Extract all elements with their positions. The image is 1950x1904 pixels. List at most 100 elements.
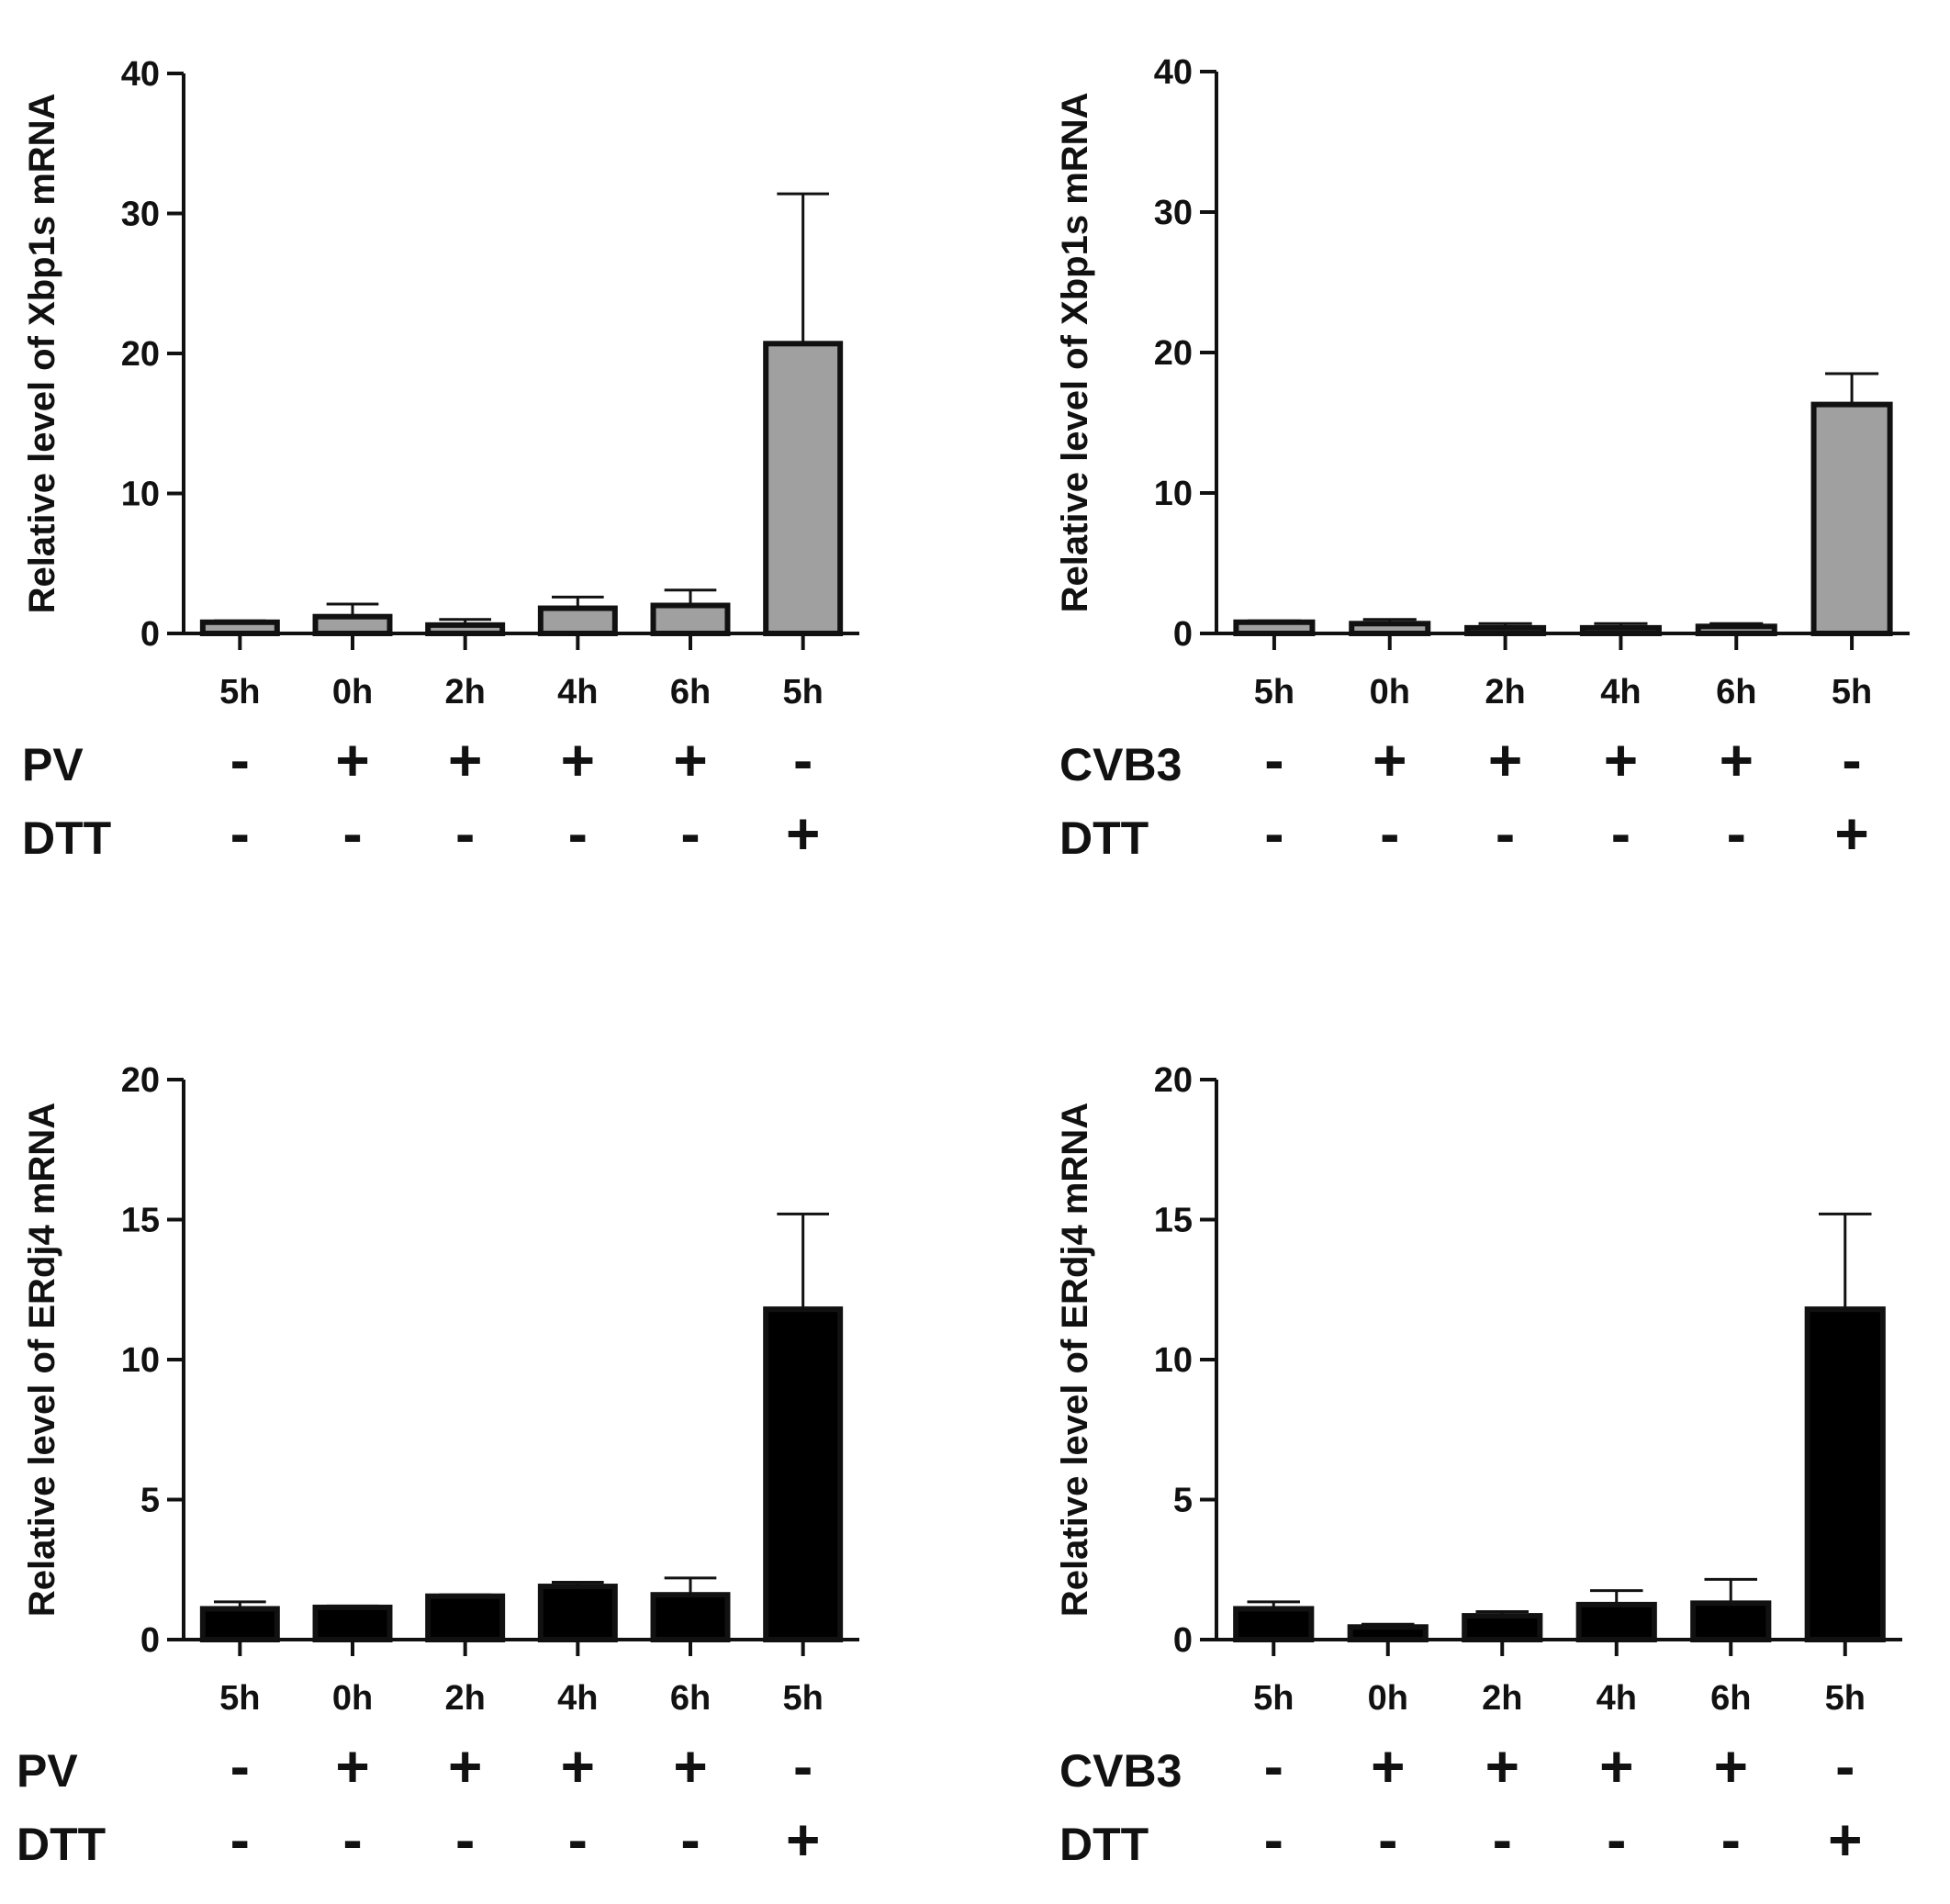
y-axis-title: Relative level of Xbp1s mRNA [1055, 93, 1095, 613]
bar [537, 1584, 618, 1643]
treatment-sign: - [793, 727, 812, 793]
bar [1462, 1613, 1543, 1642]
y-tick-label: 0 [140, 615, 160, 654]
treatment-label: DTT [1059, 812, 1149, 864]
y-tick-label: 40 [1154, 53, 1193, 92]
treatment-sign: - [230, 1733, 250, 1799]
treatment-label: CVB3 [1059, 739, 1182, 790]
bar [312, 1604, 393, 1643]
x-tick-label: 5h [782, 673, 823, 711]
treatment-sign: + [786, 801, 820, 867]
treatment-sign: - [1493, 1807, 1512, 1873]
x-tick-label: 4h [1597, 1679, 1637, 1718]
treatment-sign: - [680, 1807, 700, 1873]
treatment-sign: - [1842, 727, 1861, 793]
treatment-sign: - [568, 1807, 588, 1873]
treatment-label: DTT [1059, 1819, 1149, 1870]
bar [1575, 1601, 1657, 1642]
x-tick-label: 6h [1716, 673, 1756, 711]
treatment-sign: + [448, 727, 482, 793]
panel-xbp1s-pv: Relative level of Xbp1s mRNA 0 10 20 30 40 5h -… [22, 55, 859, 867]
treatment-sign: - [230, 727, 250, 793]
x-tick-label: 6h [670, 1679, 711, 1718]
treatment-sign: - [793, 1733, 812, 1799]
treatment-sign: + [1720, 727, 1754, 793]
y-tick-label: 0 [140, 1621, 160, 1660]
x-tick-label: 2h [1482, 1679, 1522, 1718]
bar [763, 1306, 844, 1642]
treatment-sign: + [561, 1733, 595, 1799]
treatment-sign: + [1371, 1733, 1405, 1799]
treatment-sign: - [680, 801, 700, 867]
x-tick-label: 0h [1370, 673, 1410, 711]
x-tick-label: 5h [1825, 1679, 1866, 1718]
treatment-sign: - [568, 801, 588, 867]
treatment-sign: - [1264, 801, 1283, 867]
treatment-sign: - [230, 1807, 250, 1873]
x-tick-label: 5h [219, 673, 260, 711]
x-tick-label: 5h [1254, 673, 1294, 711]
treatment-sign: + [1604, 727, 1638, 793]
treatment-sign: - [1835, 1733, 1855, 1799]
x-tick-label: 2h [444, 673, 485, 711]
y-tick-label: 20 [121, 1061, 160, 1100]
y-tick-label: 10 [1154, 1341, 1193, 1380]
bar [650, 1592, 731, 1642]
x-tick-label: 0h [1368, 1679, 1408, 1718]
panel-erdj4-cvb3: Relative level of ERdj4 mRNA 0 5 10 15 20 5h - -… [1055, 1061, 1902, 1873]
treatment-sign: + [335, 1733, 369, 1799]
x-tick-label: 4h [1600, 673, 1641, 711]
y-tick-label: 0 [1173, 615, 1193, 654]
treatment-sign: + [1488, 727, 1522, 793]
bar [312, 613, 393, 637]
bar [1690, 1600, 1772, 1642]
x-tick-label: 5h [782, 1679, 823, 1718]
treatment-sign: + [1485, 1733, 1519, 1799]
y-tick-label: 20 [1154, 1061, 1193, 1100]
treatment-sign: - [455, 1807, 475, 1873]
treatment-sign: - [342, 1807, 362, 1873]
treatment-sign: - [1264, 727, 1283, 793]
treatment-sign: - [230, 801, 250, 867]
treatment-sign: + [673, 727, 707, 793]
treatment-sign: + [673, 1733, 707, 1799]
y-tick-label: 15 [121, 1202, 160, 1240]
treatment-sign: + [1828, 1807, 1862, 1873]
treatment-label: DTT [17, 1819, 106, 1870]
treatment-sign: + [561, 727, 595, 793]
x-tick-label: 4h [557, 1679, 598, 1718]
treatment-sign: - [1611, 801, 1631, 867]
y-tick-label: 20 [121, 335, 160, 374]
bar [199, 1606, 280, 1642]
x-tick-label: 2h [1485, 673, 1525, 711]
bar [650, 602, 731, 636]
bar [1347, 1624, 1429, 1643]
treatment-sign: - [1264, 1807, 1283, 1873]
x-tick-label: 6h [670, 673, 711, 711]
bar [537, 605, 618, 636]
treatment-label: PV [17, 1745, 78, 1797]
treatment-sign: + [1373, 727, 1406, 793]
treatment-label: DTT [22, 812, 111, 864]
panel-xbp1s-cvb3: Relative level of Xbp1s mRNA 0 10 20 30 40 5h -… [1055, 53, 1910, 867]
y-tick-label: 30 [1154, 194, 1193, 232]
treatment-sign: - [1496, 801, 1515, 867]
treatment-sign: + [786, 1807, 820, 1873]
bar [763, 341, 844, 636]
treatment-sign: - [1607, 1807, 1626, 1873]
y-tick-label: 10 [121, 1341, 160, 1380]
y-tick-label: 10 [121, 476, 160, 514]
treatment-sign: - [1378, 1807, 1397, 1873]
x-tick-label: 5h [219, 1679, 260, 1718]
y-tick-label: 5 [1173, 1482, 1193, 1520]
bar [1804, 1306, 1886, 1642]
treatment-sign: - [1721, 1807, 1741, 1873]
treatment-label: PV [22, 739, 84, 790]
y-tick-label: 10 [1154, 475, 1193, 513]
x-tick-label: 5h [1832, 673, 1872, 711]
bar [425, 1593, 506, 1642]
x-tick-label: 4h [557, 673, 598, 711]
y-axis-title: Relative level of ERdj4 mRNA [22, 1103, 62, 1617]
x-tick-label: 5h [1253, 1679, 1294, 1718]
